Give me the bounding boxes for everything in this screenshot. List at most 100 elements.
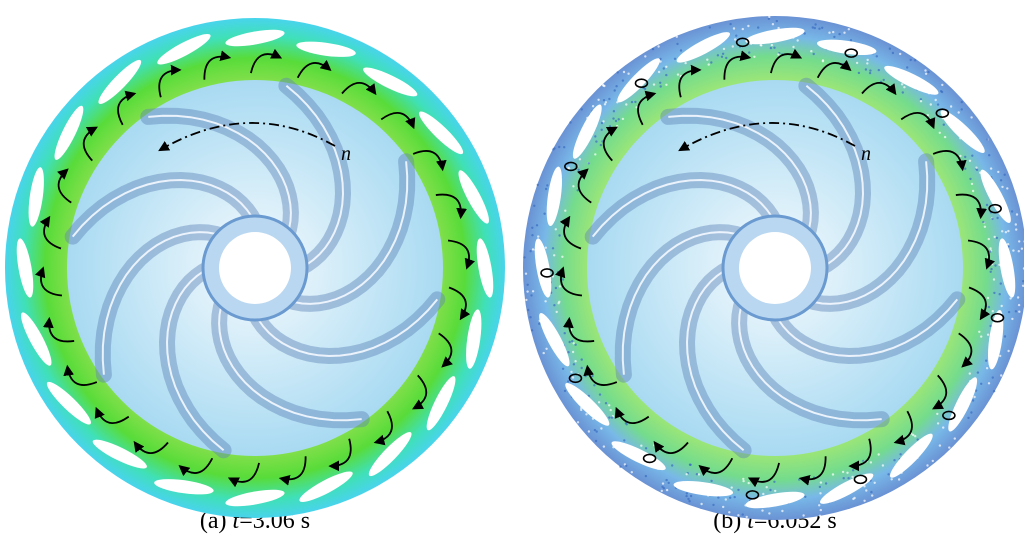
speckle — [939, 444, 941, 446]
speckle — [567, 380, 569, 382]
speckle — [712, 504, 714, 506]
speckle — [991, 263, 993, 265]
speckle — [1007, 350, 1009, 352]
speckle — [631, 471, 633, 473]
speckle — [869, 72, 871, 74]
speckle — [722, 506, 724, 508]
speckle — [688, 500, 690, 502]
speckle — [625, 103, 627, 105]
speckle — [729, 497, 731, 499]
speckle — [961, 101, 963, 103]
speckle — [593, 384, 595, 386]
speckle — [753, 56, 755, 58]
speckle — [810, 50, 812, 52]
speckle — [937, 422, 939, 424]
speckle — [527, 284, 529, 286]
speckle — [612, 117, 614, 119]
speckle — [644, 88, 646, 90]
speckle — [970, 116, 972, 118]
speckle — [999, 355, 1001, 357]
speckle — [563, 146, 565, 148]
speckle — [747, 25, 749, 27]
speckle — [847, 477, 849, 479]
speckle — [798, 478, 800, 480]
speckle — [623, 439, 625, 441]
speckle — [525, 273, 527, 275]
speckle — [562, 368, 564, 370]
speckle — [820, 509, 822, 511]
speckle — [1001, 186, 1003, 188]
impeller-panel: n — [5, 18, 505, 518]
speckle — [901, 83, 903, 85]
speckle — [766, 486, 768, 488]
speckle — [932, 460, 934, 462]
speckle — [533, 205, 535, 207]
speckle — [997, 171, 999, 173]
speckle — [920, 100, 922, 102]
speckle — [581, 358, 583, 360]
speckle — [954, 437, 956, 439]
speckle — [891, 478, 893, 480]
speckle — [523, 256, 525, 258]
speckle — [1016, 213, 1018, 215]
speckle — [570, 371, 572, 373]
speckle — [772, 23, 774, 25]
speckle — [578, 171, 580, 173]
speckle — [985, 360, 987, 362]
speckle — [978, 331, 980, 333]
speckle — [1005, 231, 1007, 233]
speckle — [531, 329, 533, 331]
speckle — [663, 67, 665, 69]
speckle — [986, 367, 988, 369]
speckle — [980, 383, 982, 385]
speckle — [1018, 240, 1020, 242]
speckle — [1006, 187, 1008, 189]
speckle — [1004, 174, 1006, 176]
speckle — [866, 62, 868, 64]
speckle — [969, 178, 971, 180]
speckle — [924, 69, 926, 71]
speckle — [990, 268, 992, 270]
speckle — [818, 28, 820, 30]
speckle — [892, 52, 894, 54]
speckle — [585, 413, 587, 415]
speckle — [557, 302, 559, 304]
rotation-label: n — [341, 143, 351, 165]
speckle — [680, 49, 682, 51]
speckle — [564, 332, 566, 334]
speckle — [914, 435, 916, 437]
speckle — [592, 105, 594, 107]
speckle — [822, 59, 824, 61]
speckle — [986, 204, 988, 206]
speckle — [543, 352, 545, 354]
speckle — [902, 91, 904, 93]
speckle — [622, 118, 624, 120]
speckle — [529, 316, 531, 318]
speckle — [572, 351, 574, 353]
speckle — [1017, 296, 1019, 298]
speckle — [665, 66, 667, 68]
speckle — [1015, 310, 1017, 312]
speckle — [657, 45, 659, 47]
speckle — [613, 110, 615, 112]
speckle — [1021, 248, 1023, 250]
speckle — [988, 238, 990, 240]
speckle — [865, 489, 867, 491]
speckle — [1007, 230, 1009, 232]
speckle — [804, 32, 806, 34]
speckle — [988, 154, 990, 156]
speckle — [832, 473, 834, 475]
speckle — [972, 399, 974, 401]
speckle — [615, 120, 617, 122]
speckle — [561, 256, 563, 258]
speckle — [594, 153, 596, 155]
speckle — [869, 69, 871, 71]
speckle — [626, 423, 628, 425]
speckle — [645, 447, 647, 449]
speckle — [969, 372, 971, 374]
speckle — [1018, 250, 1020, 252]
speckle — [602, 84, 604, 86]
speckle — [927, 71, 929, 73]
speckle — [536, 224, 538, 226]
speckle — [737, 489, 739, 491]
